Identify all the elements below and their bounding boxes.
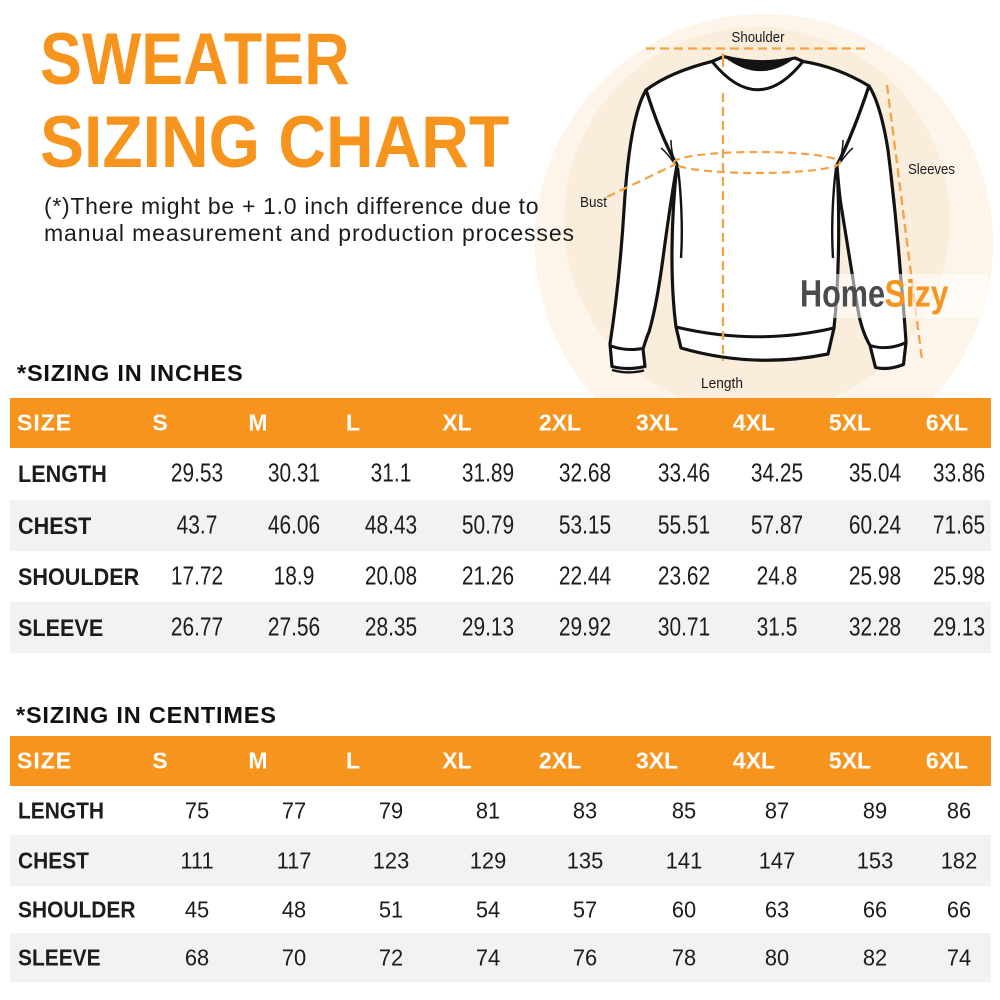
svg-text:Bust: Bust xyxy=(580,194,608,211)
svg-text:Home: Home xyxy=(800,274,885,316)
svg-text:Sleeves: Sleeves xyxy=(908,161,955,178)
svg-text:Shoulder: Shoulder xyxy=(732,29,785,46)
svg-text:Sizy: Sizy xyxy=(885,274,949,316)
svg-text:Length: Length xyxy=(701,375,743,392)
